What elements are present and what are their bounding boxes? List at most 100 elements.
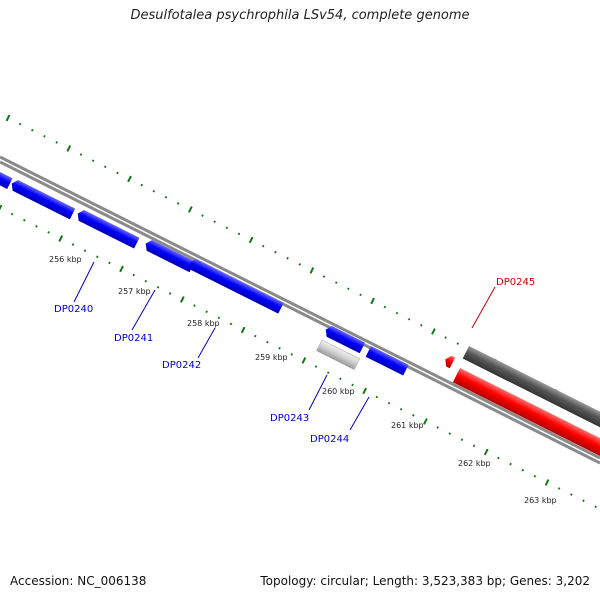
accession-label: Accession: NC_006138 [10, 574, 147, 588]
pseudogene-box[interactable] [316, 339, 360, 370]
inner-tick-mark [483, 448, 489, 456]
outer-tick-mark [18, 122, 22, 126]
inner-tick-ring [0, 204, 597, 509]
inner-tick-mark [497, 456, 500, 460]
outer-tick-mark [309, 267, 315, 274]
inner-tick-mark [58, 235, 64, 242]
inner-tick-mark [301, 357, 307, 364]
inner-tick-mark [327, 371, 330, 374]
inner-tick-mark [253, 334, 257, 338]
outer-tick-mark [91, 159, 95, 163]
inner-tick-mark [362, 387, 367, 395]
gene-arrow[interactable] [323, 324, 366, 354]
outer-tick-mark [407, 317, 411, 321]
dark-gene-box[interactable] [462, 346, 600, 435]
outer-tick-mark [286, 256, 289, 260]
scale-tick-label: 259 kbp [255, 353, 288, 362]
inner-tick-mark [314, 365, 318, 368]
inner-tick-mark [35, 224, 38, 228]
inner-tick-mark [119, 265, 124, 273]
outer-tick-mark [237, 232, 241, 236]
outer-tick-ring [5, 114, 593, 413]
outer-tick-mark [359, 293, 362, 297]
inner-tick-mark [448, 432, 452, 435]
label-leaders [73, 261, 496, 431]
outer-tick-mark [66, 145, 72, 152]
outer-tick-mark [140, 183, 144, 187]
gene-arrow[interactable] [9, 178, 76, 220]
inner-tick-mark [156, 285, 160, 289]
rna-gene-arrow[interactable] [443, 354, 456, 369]
outer-tick-mark [225, 226, 229, 230]
outer-tick-mark [322, 275, 326, 278]
inner-tick-mark [132, 273, 136, 277]
outer-tick-mark [335, 281, 338, 284]
gene-label-dp0245[interactable]: DP0245 [496, 277, 535, 288]
inner-tick-mark [339, 377, 342, 381]
inner-tick-mark [351, 383, 354, 387]
inner-tick-mark [533, 474, 537, 478]
inner-tick-mark [278, 346, 281, 350]
scale-tick-label: 258 kbp [187, 319, 220, 328]
outer-tick-mark [188, 206, 193, 213]
outer-tick-mark [201, 214, 204, 217]
gene-arrow[interactable] [75, 208, 140, 249]
outer-tick-mark [456, 342, 460, 345]
gene-arrow[interactable] [0, 169, 13, 189]
inner-tick-mark [557, 487, 561, 490]
outer-tick-mark [55, 141, 58, 144]
inner-tick-mark [10, 212, 14, 216]
inner-tick-mark [509, 462, 512, 466]
gene-arrow[interactable] [365, 346, 409, 376]
outer-tick-mark [274, 250, 277, 254]
inner-tick-mark [387, 401, 391, 405]
inner-tick-mark [423, 418, 428, 425]
gene-label-dp0244[interactable]: DP0244 [310, 434, 349, 445]
inner-tick-mark [290, 353, 294, 356]
gene-label-dp0240[interactable]: DP0240 [54, 304, 93, 315]
outer-tick-mark [116, 171, 119, 175]
inner-tick-mark [193, 304, 196, 307]
inner-tick-mark [460, 438, 464, 442]
genome-info: Topology: circular; Length: 3,523,383 bp… [260, 574, 590, 588]
inner-tick-mark [412, 413, 415, 417]
inner-tick-mark [47, 231, 50, 234]
backbone [0, 155, 600, 465]
forward-strand-genes [0, 169, 366, 354]
inner-tick-mark [375, 395, 379, 399]
outer-tick-mark [298, 263, 302, 266]
gene-label-dp0242[interactable]: DP0242 [162, 360, 201, 371]
outer-tick-mark [213, 220, 216, 224]
scale-tick-label: 263 kbp [524, 496, 557, 505]
outer-tick-mark [370, 297, 375, 305]
outer-tick-mark [431, 328, 436, 335]
rna-gene-box[interactable] [452, 368, 600, 459]
scale-tick-label: 260 kbp [322, 387, 355, 396]
outer-tick-mark [444, 336, 447, 339]
inner-tick-mark [266, 340, 269, 344]
inner-tick-mark [180, 296, 185, 303]
inner-tick-mark [144, 279, 148, 283]
outer-tick-mark [420, 323, 423, 327]
inner-tick-mark [0, 204, 3, 211]
inner-tick-mark [240, 326, 246, 334]
inner-tick-mark [472, 444, 476, 448]
outer-tick-mark [347, 287, 350, 291]
gene-label-dp0241[interactable]: DP0241 [114, 333, 153, 344]
inner-tick-mark [521, 468, 525, 472]
outer-tick-mark [79, 153, 83, 156]
outer-tick-mark [31, 128, 34, 132]
inner-tick-mark [436, 426, 439, 429]
gene-arrow[interactable] [187, 257, 284, 314]
gene-arrow[interactable] [143, 238, 195, 273]
outer-tick-mark [103, 165, 107, 169]
inner-tick-mark [217, 316, 221, 320]
gene-label-dp0243[interactable]: DP0243 [270, 413, 309, 424]
scale-tick-label: 257 kbp [118, 287, 151, 296]
outer-tick-mark [395, 311, 399, 315]
outer-tick-mark [127, 175, 132, 183]
map-title: Desulfotalea psychrophila LSv54, complet… [130, 8, 470, 23]
inner-tick-mark [71, 243, 75, 246]
outer-tick-mark [176, 202, 180, 205]
